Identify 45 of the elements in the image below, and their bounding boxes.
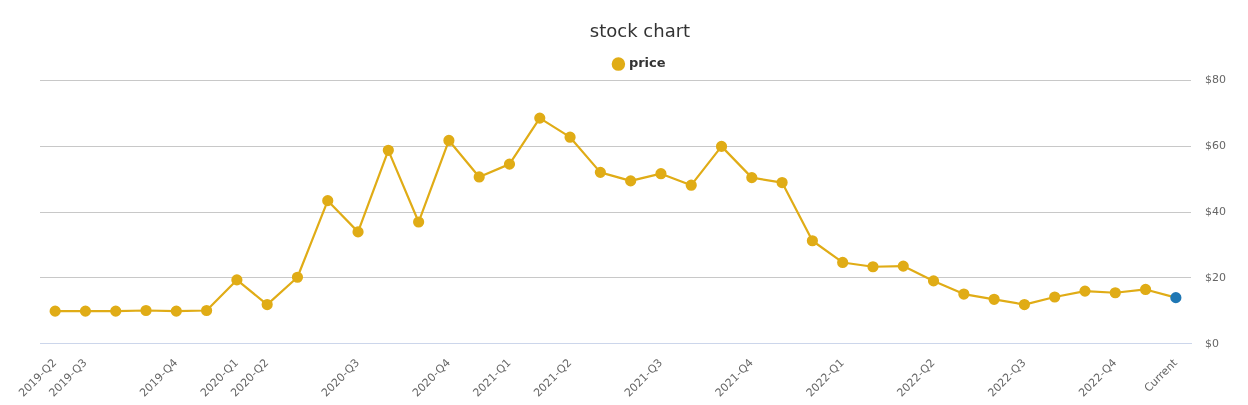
point: [110, 305, 122, 317]
point: [867, 261, 879, 273]
point: [231, 274, 243, 286]
point: [988, 293, 1000, 305]
point: [170, 305, 182, 317]
point: [685, 179, 697, 191]
point: [837, 256, 849, 269]
legend-label: price: [628, 55, 666, 71]
point: [594, 166, 606, 178]
point: [503, 158, 516, 170]
point: [443, 134, 455, 147]
point: [625, 175, 637, 187]
point: [1018, 298, 1031, 311]
y-tick-label: $60: [1205, 139, 1226, 153]
point: [746, 172, 758, 184]
point: [776, 176, 788, 189]
point: [49, 305, 61, 317]
point: [1079, 285, 1091, 297]
point: [564, 131, 576, 143]
point: [1049, 291, 1061, 303]
point: [1170, 292, 1182, 304]
point: [200, 304, 213, 317]
point: [352, 226, 364, 238]
point: [1139, 283, 1152, 296]
point: [291, 271, 304, 283]
point: [806, 235, 818, 247]
point: [534, 112, 546, 124]
point: [655, 168, 667, 180]
point: [140, 304, 152, 317]
point: [79, 305, 92, 317]
point: [1109, 287, 1121, 299]
point: [261, 298, 273, 311]
y-tick-label: $0: [1205, 336, 1219, 350]
point: [473, 171, 485, 183]
point: [958, 288, 970, 300]
chart-title: stock chart: [589, 20, 691, 42]
y-tick-label: $80: [1205, 73, 1226, 87]
point: [322, 195, 334, 207]
point: [382, 144, 394, 156]
point: [715, 140, 728, 152]
point: [413, 216, 425, 228]
y-tick-label: $20: [1205, 270, 1226, 284]
point: [897, 260, 909, 272]
y-tick-label: $40: [1205, 205, 1226, 219]
point: [927, 275, 940, 287]
